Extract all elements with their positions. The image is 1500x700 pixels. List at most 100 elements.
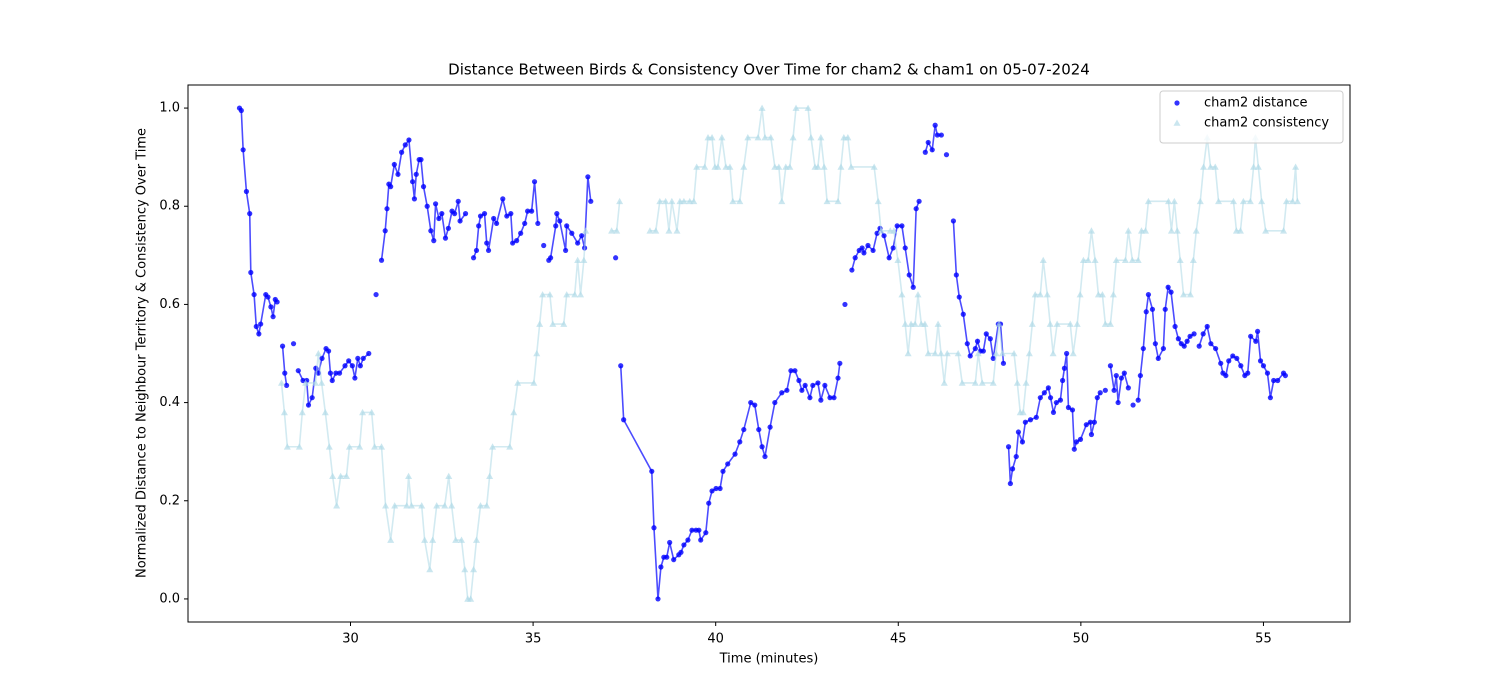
marker: [953, 272, 959, 278]
marker: [678, 549, 684, 555]
marker: [333, 370, 339, 376]
marker: [531, 179, 538, 185]
marker: [1149, 306, 1156, 312]
marker: [652, 227, 660, 234]
legend-frame: [1159, 90, 1344, 144]
marker: [1280, 227, 1288, 234]
marker: [1050, 409, 1057, 416]
marker: [696, 527, 702, 533]
marker: [759, 444, 765, 450]
marker: [714, 163, 722, 170]
marker: [429, 536, 437, 543]
marker: [1125, 385, 1131, 391]
marker: [758, 104, 766, 111]
marker: [1053, 320, 1061, 327]
marker: [767, 134, 775, 141]
marker: [870, 163, 878, 170]
marker: [817, 134, 825, 141]
marker: [405, 472, 413, 480]
marker: [775, 163, 783, 170]
marker: [971, 379, 979, 386]
marker: [384, 206, 390, 212]
marker: [1069, 407, 1076, 413]
marker: [295, 443, 303, 450]
marker: [382, 228, 388, 234]
marker: [1187, 333, 1193, 339]
marker: [1088, 431, 1095, 438]
marker: [756, 426, 762, 433]
marker: [1098, 291, 1106, 298]
marker: [950, 218, 957, 224]
marker: [665, 227, 673, 234]
marker: [956, 294, 962, 300]
marker: [579, 233, 585, 239]
marker: [1245, 370, 1251, 376]
marker: [329, 377, 335, 384]
marker: [585, 174, 591, 180]
marker: [1208, 341, 1214, 347]
marker: [432, 201, 439, 207]
marker: [964, 341, 970, 347]
marker: [1118, 375, 1124, 381]
x-axis-label: Time (minutes): [719, 652, 819, 667]
marker: [441, 502, 449, 509]
x-tick-label: 45: [890, 632, 907, 647]
marker: [662, 197, 670, 205]
marker: [329, 472, 337, 480]
marker: [548, 255, 554, 261]
marker: [1057, 397, 1064, 403]
marker: [913, 206, 919, 212]
marker: [681, 542, 687, 548]
marker: [1218, 360, 1224, 366]
marker: [1041, 390, 1047, 396]
marker: [1079, 256, 1087, 264]
marker: [549, 320, 557, 327]
marker: [391, 161, 397, 168]
legend-label: cham2 consistency: [1204, 116, 1329, 131]
marker: [709, 488, 715, 494]
marker: [898, 291, 906, 298]
marker: [333, 502, 341, 509]
marker: [541, 242, 547, 249]
marker: [569, 230, 575, 236]
marker: [1196, 343, 1202, 349]
marker: [1176, 256, 1184, 264]
marker: [564, 223, 570, 229]
marker: [452, 536, 460, 543]
marker: [618, 363, 624, 369]
marker: [1091, 419, 1097, 425]
marker: [504, 213, 510, 219]
marker: [1260, 363, 1267, 369]
marker: [708, 134, 716, 141]
marker: [1071, 446, 1077, 452]
marker: [1066, 320, 1074, 327]
marker: [421, 536, 429, 543]
marker: [844, 134, 852, 141]
marker: [1083, 422, 1089, 428]
marker: [1043, 291, 1051, 298]
marker: [784, 387, 790, 393]
marker: [901, 320, 909, 327]
marker: [1013, 453, 1019, 460]
marker: [931, 350, 939, 357]
marker: [298, 408, 306, 416]
marker: [720, 468, 726, 474]
marker: [283, 443, 291, 450]
marker: [525, 208, 531, 214]
marker: [1073, 439, 1080, 445]
marker: [439, 211, 445, 217]
marker: [737, 439, 743, 445]
marker: [1101, 320, 1109, 327]
marker: [877, 227, 885, 234]
marker: [974, 338, 981, 344]
marker: [802, 382, 808, 389]
marker: [922, 149, 928, 155]
y-tick-label: 0.2: [159, 493, 180, 508]
y-tick-label: 0.6: [159, 297, 180, 312]
x-tick-label: 35: [525, 632, 542, 647]
marker: [834, 197, 842, 205]
marker: [616, 197, 624, 205]
axes-frame: [187, 84, 1351, 623]
marker: [713, 485, 719, 492]
